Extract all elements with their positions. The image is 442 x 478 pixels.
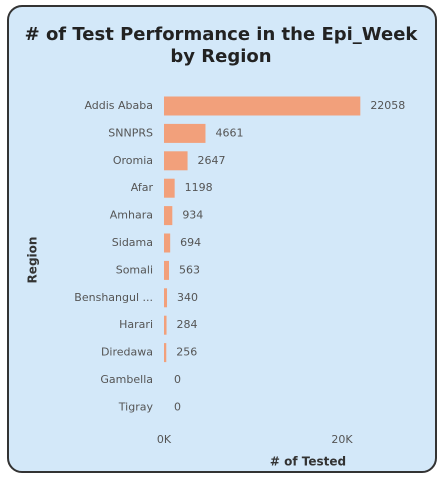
y-tick-label: Somali xyxy=(116,263,153,276)
data-label: 256 xyxy=(176,346,197,359)
data-label: 563 xyxy=(179,263,200,276)
y-tick-label: Amhara xyxy=(110,209,153,222)
bar xyxy=(164,123,206,143)
y-tick-label: SNNPRS xyxy=(108,126,153,139)
data-label: 340 xyxy=(177,291,198,304)
bar xyxy=(164,96,361,116)
y-tick-label: Benshangul ... xyxy=(74,291,153,304)
x-tick-label: 0K xyxy=(157,433,172,446)
y-tick-label: Afar xyxy=(131,181,154,194)
data-label: 22058 xyxy=(370,99,405,112)
y-tick-label: Oromia xyxy=(113,154,153,167)
y-tick-label: Gambella xyxy=(100,373,153,386)
bar xyxy=(164,233,171,253)
x-tick-label: 20K xyxy=(331,433,353,446)
y-tick-label: Tigray xyxy=(118,400,154,413)
bar xyxy=(164,343,167,363)
y-axis-label: Region xyxy=(26,237,40,284)
bar xyxy=(164,260,170,280)
data-label: 2647 xyxy=(198,154,226,167)
data-label: 4661 xyxy=(215,126,243,139)
y-tick-label: Harari xyxy=(119,318,153,331)
y-tick-label: Sidama xyxy=(112,236,153,249)
bar xyxy=(164,206,173,226)
y-tick-label: Diredawa xyxy=(101,346,153,359)
data-label: 284 xyxy=(177,318,198,331)
data-label: 0 xyxy=(174,373,181,386)
data-label: 1198 xyxy=(185,181,213,194)
bar xyxy=(164,151,188,171)
card xyxy=(7,5,437,473)
data-label: 934 xyxy=(182,209,203,222)
x-axis-label: # of Tested xyxy=(270,455,346,469)
chart-title: # of Test Performance in the Epi_Week by… xyxy=(24,24,418,67)
data-label: 0 xyxy=(174,400,181,413)
y-tick-label: Addis Ababa xyxy=(84,99,153,112)
bar xyxy=(164,178,175,198)
bar xyxy=(164,288,168,308)
data-label: 694 xyxy=(180,236,201,249)
bar xyxy=(164,315,167,335)
